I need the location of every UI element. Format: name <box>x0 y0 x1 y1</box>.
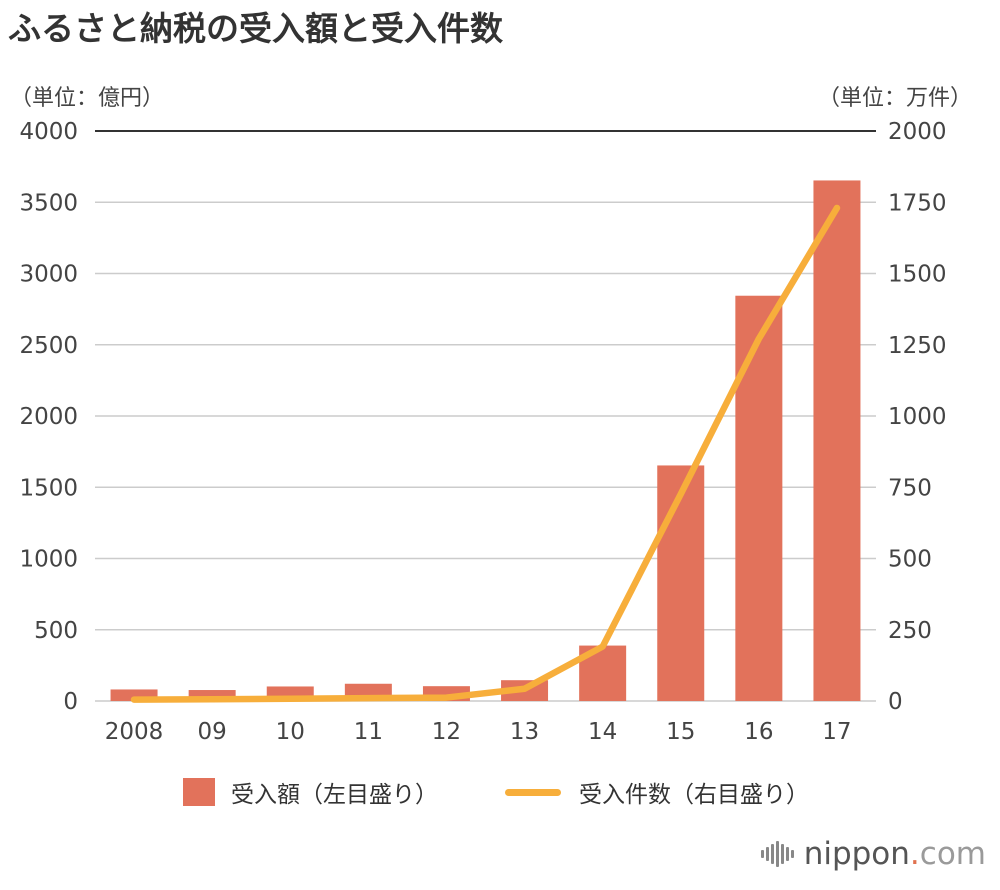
right-tick-1000: 1000 <box>888 404 947 430</box>
bar-09 <box>188 690 236 701</box>
right-tick-0: 0 <box>888 689 903 715</box>
bar-15 <box>657 465 705 701</box>
right-tick-500: 500 <box>888 547 932 573</box>
right-axis-ticks: 0 250 500 750 1000 1250 1500 1750 2000 <box>888 119 947 715</box>
left-tick-3500: 3500 <box>19 190 78 216</box>
left-tick-4000: 4000 <box>19 119 78 145</box>
x-tick-12: 12 <box>432 719 461 745</box>
line-series-path <box>130 204 841 703</box>
left-tick-2500: 2500 <box>19 333 78 359</box>
right-tick-2000: 2000 <box>888 119 947 145</box>
x-tick-13: 13 <box>510 719 539 745</box>
legend-item-line: 受入件数（右目盛り） <box>505 774 809 810</box>
nippon-logo: nippon. com <box>760 836 986 872</box>
left-tick-0: 0 <box>63 689 78 715</box>
x-tick-17: 17 <box>822 719 851 745</box>
x-tick-09: 09 <box>198 719 227 745</box>
line-series <box>130 204 841 703</box>
chart-title: ふるさと納税の受入額と受入件数 <box>8 9 503 48</box>
right-tick-250: 250 <box>888 618 932 644</box>
x-tick-16: 16 <box>744 719 773 745</box>
x-tick-10: 10 <box>276 719 305 745</box>
x-tick-15: 15 <box>666 719 695 745</box>
logo-suffix: com <box>919 836 986 872</box>
bar-2008 <box>110 689 158 701</box>
left-tick-2000: 2000 <box>19 404 78 430</box>
left-axis-ticks: 0 500 1000 1500 2000 2500 3000 3500 4000 <box>19 119 78 715</box>
left-tick-3000: 3000 <box>19 262 78 288</box>
logo-brand: nippon <box>803 836 910 872</box>
bar-series <box>110 180 861 701</box>
x-tick-2008: 2008 <box>105 719 164 745</box>
bar-16 <box>735 295 783 701</box>
left-tick-1500: 1500 <box>19 475 78 501</box>
right-tick-1500: 1500 <box>888 262 947 288</box>
legend-bar-label: 受入額（左目盛り） <box>231 782 438 808</box>
x-tick-11: 11 <box>354 719 383 745</box>
logo-dot: . <box>909 836 920 872</box>
right-axis-unit: （単位：万件） <box>817 86 972 111</box>
right-tick-1750: 1750 <box>888 190 947 216</box>
legend-item-bar: 受入額（左目盛り） <box>183 774 438 810</box>
legend-bar-swatch <box>183 778 215 806</box>
logo-bars-icon <box>760 840 796 868</box>
legend-line-label: 受入件数（右目盛り） <box>579 782 809 808</box>
left-tick-500: 500 <box>34 618 78 644</box>
left-axis-unit: （単位：億円） <box>10 86 165 111</box>
x-axis-ticks: 2008 09 10 11 12 13 14 15 16 17 <box>105 719 852 745</box>
right-tick-1250: 1250 <box>888 333 947 359</box>
left-tick-1000: 1000 <box>19 547 78 573</box>
bar-17 <box>813 180 861 701</box>
legend: 受入額（左目盛り） 受入件数（右目盛り） <box>0 774 1000 814</box>
right-tick-750: 750 <box>888 475 932 501</box>
x-tick-14: 14 <box>588 719 617 745</box>
legend-line-swatch <box>505 788 561 796</box>
combo-chart: 0 500 1000 1500 2000 2500 3000 3500 4000 0 250 500… <box>19 119 947 745</box>
